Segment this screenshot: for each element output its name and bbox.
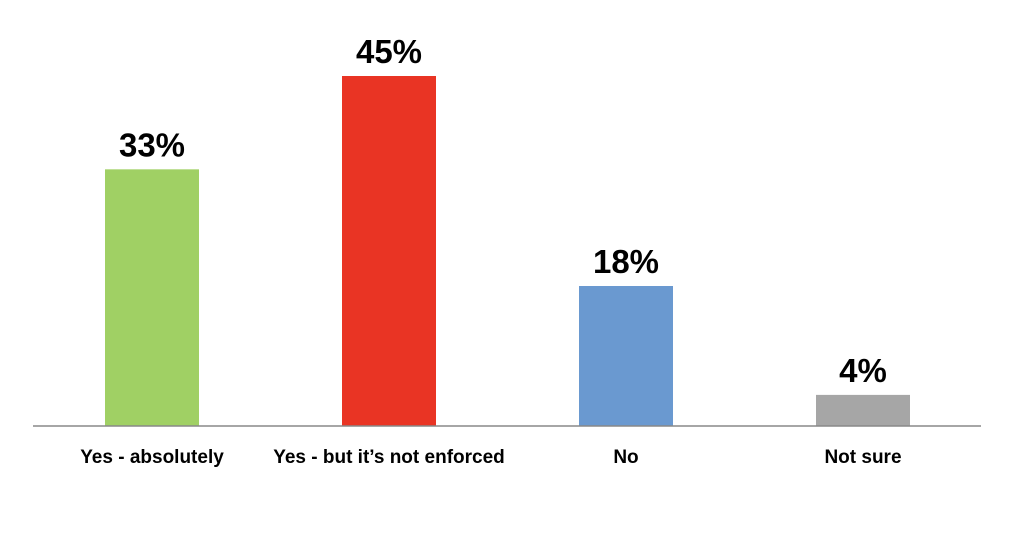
bars-group bbox=[105, 76, 910, 427]
bar-4 bbox=[816, 394, 910, 426]
bar-3 bbox=[579, 286, 673, 426]
data-label-2: 45% bbox=[356, 33, 422, 70]
category-label-1: Yes - absolutely bbox=[80, 447, 224, 468]
category-label-3: No bbox=[613, 447, 638, 468]
bar-2 bbox=[342, 76, 436, 426]
data-labels-group: 33% 45% 18% 4% bbox=[119, 33, 887, 389]
category-labels-group: Yes - absolutely Yes - but it’s not enfor… bbox=[80, 447, 901, 468]
data-label-3: 18% bbox=[593, 243, 659, 280]
data-label-4: 4% bbox=[839, 352, 887, 389]
category-label-4: Not sure bbox=[824, 447, 901, 468]
data-label-1: 33% bbox=[119, 126, 185, 163]
category-label-2: Yes - but it’s not enforced bbox=[273, 447, 505, 468]
bar-1 bbox=[105, 169, 199, 427]
